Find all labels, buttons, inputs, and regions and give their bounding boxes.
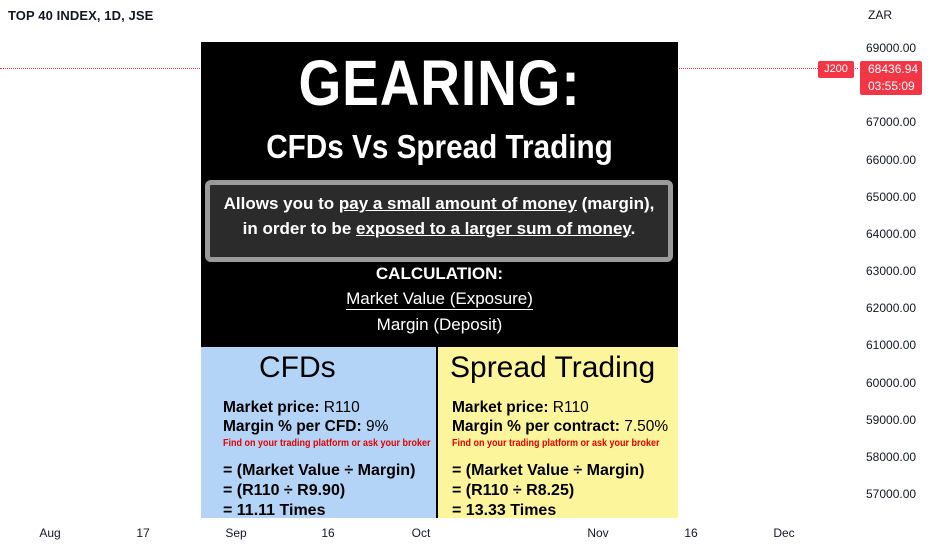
spread-trading-panel: Spread Trading Market price: R110 Margin… <box>438 347 678 518</box>
y-tick-label: 59000.00 <box>866 412 917 427</box>
gearing-infographic: GEARING: CFDs Vs Spread Trading Allows y… <box>201 42 678 518</box>
x-tick-label: Oct <box>411 526 431 540</box>
calculation-title: CALCULATION: <box>375 264 504 283</box>
cfd-market-price: Market price: R110 <box>223 399 360 416</box>
price-badge: 68436.94 03:55:09 <box>860 61 922 95</box>
cfd-margin: Margin % per CFD: 9% <box>223 418 389 435</box>
definition-line-1: Allows you to pay a small amount of mone… <box>223 194 655 213</box>
y-tick-label: 58000.00 <box>866 449 917 464</box>
definition-box: Allows you to pay a small amount of mone… <box>205 180 673 262</box>
definition-line-2: in order to be exposed to a larger sum o… <box>242 219 636 238</box>
x-tick-label: Aug <box>39 526 61 540</box>
cfd-note: Find on your trading platform or ask you… <box>223 438 431 449</box>
cfd-panel: CFDs Market price: R110 Margin % per CFD… <box>201 347 436 518</box>
x-tick-label: Dec <box>773 526 795 540</box>
x-tick-label: 17 <box>136 526 150 540</box>
y-tick-label: 63000.00 <box>866 264 917 278</box>
infographic-subtitle: CFDs Vs Spread Trading <box>266 128 613 165</box>
spread-equation-3: = 13.33 Times <box>452 502 557 518</box>
x-tick-label: Nov <box>587 526 609 540</box>
cfd-heading: CFDs <box>259 351 336 384</box>
spread-equation-2: = (R110 ÷ R8.25) <box>452 482 575 499</box>
spread-market-price: Market price: R110 <box>452 399 589 416</box>
y-tick-label: 65000.00 <box>866 189 917 204</box>
y-tick-label: 61000.00 <box>866 338 917 353</box>
calculation-denominator: Margin (Deposit) <box>376 315 503 334</box>
symbol-badge: J200 <box>818 61 854 78</box>
y-tick-label: 64000.00 <box>866 226 917 241</box>
calculation-numerator: Market Value (Exposure) <box>346 289 533 310</box>
chart-title: TOP 40 INDEX, 1D, JSE <box>8 8 154 23</box>
x-tick-label: Sep <box>225 526 247 540</box>
cfd-equation-2: = (R110 ÷ R9.90) <box>223 482 346 499</box>
spread-equation-1: = (Market Value ÷ Margin) <box>452 462 645 479</box>
spread-heading: Spread Trading <box>450 351 656 384</box>
last-price: 68436.94 <box>868 62 919 76</box>
y-tick-label: 69000.00 <box>866 41 917 55</box>
cfd-equation-1: = (Market Value ÷ Margin) <box>223 462 416 479</box>
y-tick-label: 62000.00 <box>866 301 917 316</box>
x-tick-label: 16 <box>684 526 698 540</box>
x-tick-label: 16 <box>321 526 335 540</box>
currency-label: ZAR <box>868 8 892 22</box>
infographic-header: GEARING: CFDs Vs Spread Trading Allows y… <box>201 42 678 347</box>
y-tick-label: 67000.00 <box>866 115 917 130</box>
infographic-title: GEARING: <box>298 47 581 119</box>
bar-countdown: 03:55:09 <box>868 79 915 93</box>
y-tick-label: 57000.00 <box>866 487 917 501</box>
spread-margin: Margin % per contract: 7.50% <box>452 418 669 435</box>
y-tick-label: 66000.00 <box>866 152 917 167</box>
cfd-equation-3: = 11.11 Times <box>223 502 326 518</box>
y-tick-label: 60000.00 <box>866 375 917 390</box>
panel-divider <box>436 347 438 518</box>
spread-note: Find on your trading platform or ask you… <box>452 438 660 449</box>
